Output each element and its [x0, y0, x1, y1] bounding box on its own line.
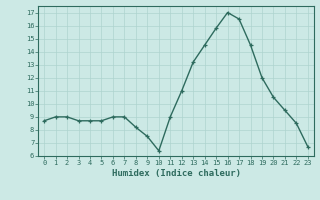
X-axis label: Humidex (Indice chaleur): Humidex (Indice chaleur) [111, 169, 241, 178]
